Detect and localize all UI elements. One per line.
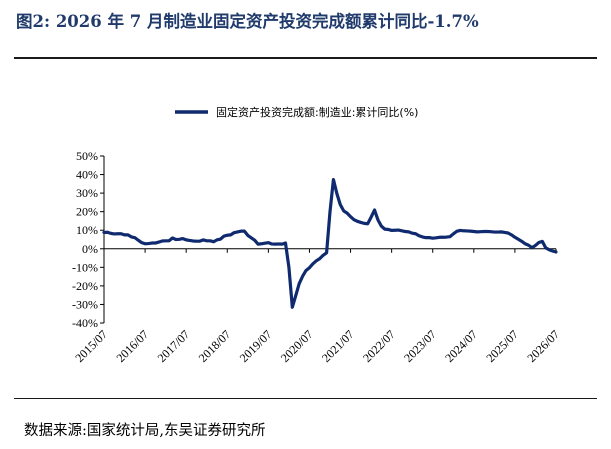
x-tick-label: 2024/07 [442,327,480,365]
y-tick-label: 30% [76,186,98,200]
figure-title: 图2: 2026 年 7 月制造业固定资产投资完成额累计同比-1.7% [16,12,479,31]
x-tick-label: 2023/07 [401,327,439,365]
legend: 固定资产投资完成额:制造业:累计同比(%) [175,105,418,119]
legend-label: 固定资产投资完成额:制造业:累计同比(%) [216,105,418,119]
y-tick-label: 40% [76,168,98,182]
x-tick-label: 2018/07 [196,327,234,365]
y-tick-label: -40% [72,316,98,330]
y-tick-label: -20% [72,279,98,293]
series-line [102,177,558,309]
line-chart: 固定资产投资完成额:制造业:累计同比(%) 50% 40% 30% 20% 10% 0% -… [72,105,562,365]
series-points [103,179,557,308]
x-tick-label: 2016/07 [113,327,151,365]
y-ticks: 50% 40% 30% 20% 10% 0% -10% -20% -30% -40% [72,149,104,330]
x-ticks: 2015/07 2016/07 2017/07 2018/07 2019/07 2020/… [72,248,562,365]
y-tick-label: 50% [76,149,98,163]
source-note: 数据来源:国家统计局,东吴证券研究所 [24,423,266,439]
top-rule [14,57,597,59]
x-tick-label: 2015/07 [72,327,110,365]
y-tick-label: -10% [72,260,98,274]
x-tick-label: 2019/07 [237,327,275,365]
x-tick-label: 2025/07 [483,327,521,365]
y-tick-label: 10% [76,223,98,237]
y-tick-label: -30% [72,297,98,311]
y-tick-label: 20% [76,205,98,219]
bottom-rule [14,398,597,399]
x-tick-label: 2022/07 [360,327,398,365]
y-tick-label: 0% [82,242,98,256]
x-tick-label: 2020/07 [278,327,316,365]
x-tick-label: 2021/07 [319,327,357,365]
x-tick-label: 2017/07 [155,327,193,365]
x-tick-label: 2026/07 [524,327,562,365]
